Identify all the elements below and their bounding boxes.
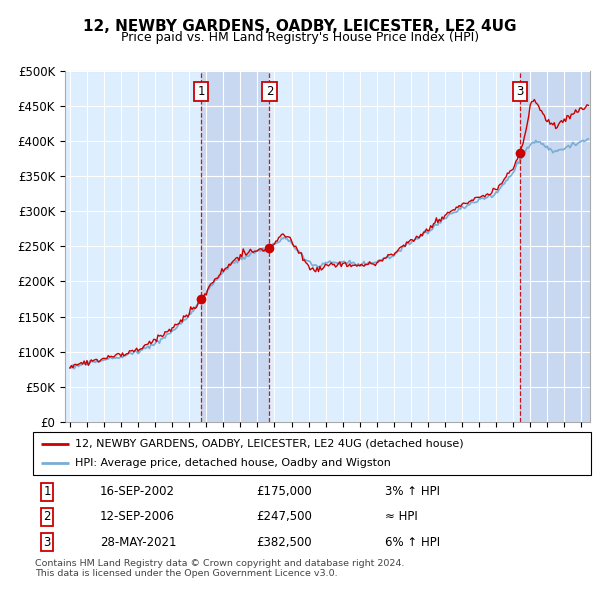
Text: £175,000: £175,000 [256,485,312,498]
Text: 1: 1 [43,485,50,498]
Text: 3: 3 [43,536,50,549]
Text: Contains HM Land Registry data © Crown copyright and database right 2024.: Contains HM Land Registry data © Crown c… [35,559,404,568]
Text: £247,500: £247,500 [256,510,312,523]
Text: 2: 2 [43,510,50,523]
Text: £382,500: £382,500 [256,536,312,549]
Text: 6% ↑ HPI: 6% ↑ HPI [385,536,440,549]
Text: ≈ HPI: ≈ HPI [385,510,417,523]
Text: 3% ↑ HPI: 3% ↑ HPI [385,485,440,498]
Text: 12, NEWBY GARDENS, OADBY, LEICESTER, LE2 4UG: 12, NEWBY GARDENS, OADBY, LEICESTER, LE2… [83,19,517,34]
Text: 3: 3 [517,85,524,98]
Text: 2: 2 [266,85,273,98]
Text: Price paid vs. HM Land Registry's House Price Index (HPI): Price paid vs. HM Land Registry's House … [121,31,479,44]
Text: This data is licensed under the Open Government Licence v3.0.: This data is licensed under the Open Gov… [35,569,337,578]
Text: 28-MAY-2021: 28-MAY-2021 [100,536,176,549]
Text: 1: 1 [197,85,205,98]
Bar [201,71,269,422]
Text: 12-SEP-2006: 12-SEP-2006 [100,510,175,523]
FancyBboxPatch shape [33,432,591,475]
Text: 12, NEWBY GARDENS, OADBY, LEICESTER, LE2 4UG (detached house): 12, NEWBY GARDENS, OADBY, LEICESTER, LE2… [75,439,463,449]
Text: HPI: Average price, detached house, Oadby and Wigston: HPI: Average price, detached house, Oadb… [75,458,391,468]
Bar [520,71,590,422]
Text: 16-SEP-2002: 16-SEP-2002 [100,485,175,498]
